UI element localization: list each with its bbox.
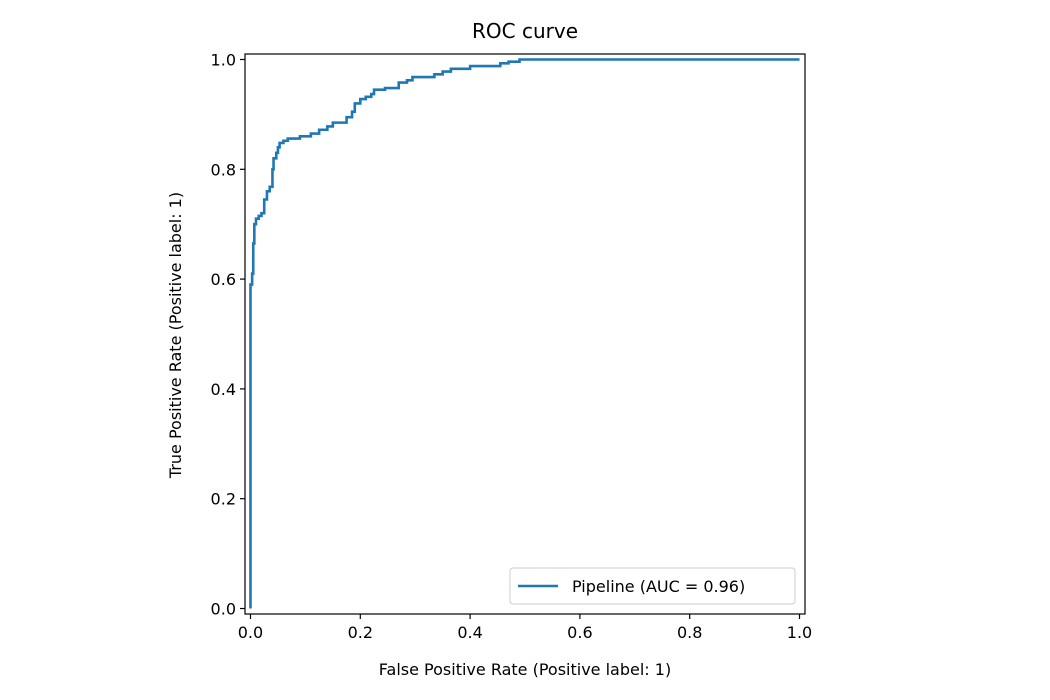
y-axis-label: True Positive Rate (Positive label: 1) [166,192,185,479]
plot-area [244,53,806,615]
x-tick-label: 0.4 [457,623,482,642]
legend: Pipeline (AUC = 0.96) [509,567,796,605]
x-tick-label: 0.6 [567,623,592,642]
axes-frame [244,53,806,615]
x-tick-label: 0.8 [677,623,702,642]
x-tick-label: 0.2 [348,623,373,642]
y-tick-label: 1.0 [211,50,236,69]
y-axis-ticks: 0.0 0.2 0.4 0.6 0.8 1.0 [211,50,245,619]
legend-box [509,567,796,605]
y-tick-label: 0.0 [211,600,236,619]
x-axis-label: False Positive Rate (Positive label: 1) [379,660,671,679]
x-tick-label: 1.0 [787,623,812,642]
legend-label: Pipeline (AUC = 0.96) [572,577,745,596]
x-tick-label: 0.0 [238,623,263,642]
chart-title: ROC curve [472,19,578,43]
y-tick-label: 0.4 [211,380,236,399]
y-tick-label: 0.8 [211,160,236,179]
y-tick-label: 0.6 [211,270,236,289]
roc-series-line [249,58,800,609]
x-axis-ticks: 0.0 0.2 0.4 0.6 0.8 1.0 [238,614,812,642]
y-tick-label: 0.2 [211,490,236,509]
